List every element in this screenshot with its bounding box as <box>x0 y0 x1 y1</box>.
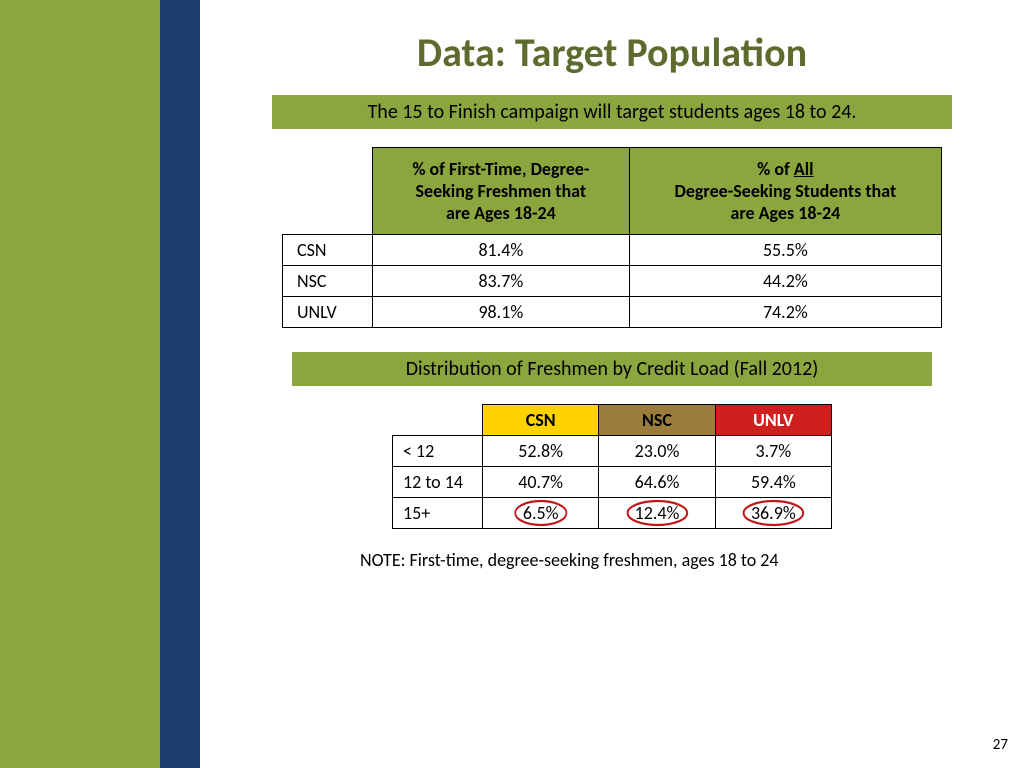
table1-rowlabel: CSN <box>283 235 373 266</box>
stripe-olive <box>0 0 160 768</box>
table2-cell: 36.9% <box>715 498 831 529</box>
table2-cell: 64.6% <box>599 467 715 498</box>
content-area: Data: Target Population The 15 to Finish… <box>200 0 1024 768</box>
table1-h2-l1b: All <box>794 158 814 180</box>
table2-header-csn: CSN <box>483 405 599 436</box>
circled-value: 12.4% <box>635 502 680 524</box>
table1-cell: 83.7% <box>373 266 630 297</box>
table1-h2-l3: are Ages 18-24 <box>730 202 840 224</box>
table-age-percentages: % of First-Time, Degree- Seeking Freshme… <box>282 147 942 328</box>
table2-cell: 12.4% <box>599 498 715 529</box>
table1-header-col2: % of All Degree-Seeking Students that ar… <box>629 148 941 235</box>
table1-corner <box>283 148 373 235</box>
table1-row: UNLV 98.1% 74.2% <box>283 297 942 328</box>
table1-h1-l3: are Ages 18-24 <box>446 202 556 224</box>
table2-corner <box>393 405 483 436</box>
table1-row: CSN 81.4% 55.5% <box>283 235 942 266</box>
stripe-blue <box>160 0 200 768</box>
page-number: 27 <box>993 736 1008 754</box>
circled-value: 6.5% <box>523 502 559 524</box>
table1-header-col1: % of First-Time, Degree- Seeking Freshme… <box>373 148 630 235</box>
table1-cell: 98.1% <box>373 297 630 328</box>
table2-cell: 59.4% <box>715 467 831 498</box>
table2-header-nsc: NSC <box>599 405 715 436</box>
table2-cell: 23.0% <box>599 436 715 467</box>
table-credit-load: CSN NSC UNLV < 1252.8%23.0%3.7%12 to 144… <box>392 404 832 529</box>
table1-h1-l2: Seeking Freshmen that <box>416 180 587 202</box>
circled-value: 36.9% <box>751 502 796 524</box>
table1-cell: 81.4% <box>373 235 630 266</box>
table1-rowlabel: UNLV <box>283 297 373 328</box>
slide-title: Data: Target Population <box>200 28 1024 77</box>
banner-distribution: Distribution of Freshmen by Credit Load … <box>292 352 932 386</box>
table2-cell: 52.8% <box>483 436 599 467</box>
table1-h1-l1: % of First-Time, Degree- <box>412 158 589 180</box>
table2-row: < 1252.8%23.0%3.7% <box>393 436 832 467</box>
banner-campaign: The 15 to Finish campaign will target st… <box>272 95 952 129</box>
table1-row: NSC 83.7% 44.2% <box>283 266 942 297</box>
table2-rowlabel: 15+ <box>393 498 483 529</box>
table2-row: 15+ 6.5% 12.4% 36.9% <box>393 498 832 529</box>
table2-rowlabel: < 12 <box>393 436 483 467</box>
table1-rowlabel: NSC <box>283 266 373 297</box>
table2-header-unlv: UNLV <box>715 405 831 436</box>
table1-cell: 74.2% <box>629 297 941 328</box>
table2-rowlabel: 12 to 14 <box>393 467 483 498</box>
table1-h2-l1a: % of <box>757 158 794 180</box>
footnote: NOTE: First-time, degree-seeking freshme… <box>360 549 1024 571</box>
table2-cell: 3.7% <box>715 436 831 467</box>
table2-cell: 40.7% <box>483 467 599 498</box>
table1-cell: 44.2% <box>629 266 941 297</box>
table2-cell: 6.5% <box>483 498 599 529</box>
table1-h2-l2: Degree-Seeking Students that <box>674 180 896 202</box>
table1-cell: 55.5% <box>629 235 941 266</box>
table2-row: 12 to 1440.7%64.6%59.4% <box>393 467 832 498</box>
slide: Data: Target Population The 15 to Finish… <box>0 0 1024 768</box>
